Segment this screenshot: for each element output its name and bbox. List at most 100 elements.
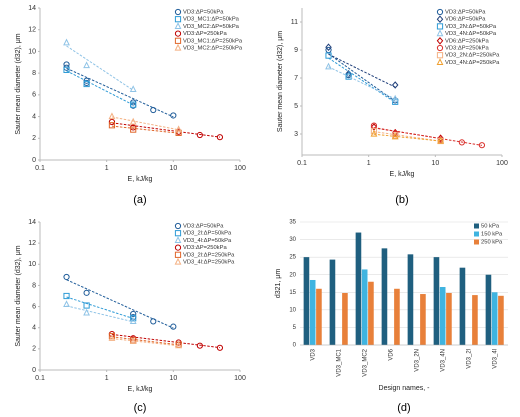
bar — [361, 269, 368, 345]
legend-marker — [436, 15, 444, 23]
marker — [437, 136, 445, 144]
marker — [63, 38, 70, 46]
marker — [175, 129, 182, 136]
y-axis-title: d321, μm — [275, 269, 282, 298]
y-tick-label: 0 — [293, 343, 297, 349]
legend-marker — [174, 222, 182, 230]
y-tick-label: 5 — [294, 103, 298, 110]
marker — [325, 43, 332, 51]
legend-label: VD3_4N:ΔP=250kPa — [445, 60, 500, 66]
trend-line — [111, 338, 179, 347]
caption: (c) — [134, 402, 147, 414]
trend-line — [66, 279, 174, 329]
marker — [108, 112, 116, 120]
x-tick-label: VD3 — [311, 348, 317, 360]
chart-panel: 0 5 10 15 20 25 30 35 VD3 VD3_MC1 VD3_MC2 VD6 VD3_2N… — [275, 220, 508, 414]
bar — [329, 259, 336, 345]
x-tick-label: 10 — [169, 165, 177, 172]
marker — [325, 52, 332, 59]
marker — [345, 73, 352, 80]
legend-label: 150 kPa — [481, 232, 503, 238]
marker — [150, 106, 157, 114]
marker — [130, 310, 137, 318]
marker — [170, 112, 177, 119]
legend-marker — [174, 8, 182, 16]
y-tick-label: 14 — [28, 5, 36, 12]
marker — [130, 126, 137, 133]
marker — [391, 94, 399, 102]
y-tick-label: 12 — [28, 27, 36, 34]
caption: (d) — [397, 402, 410, 414]
legend-label: VD3_4l:ΔP=50kPa — [183, 238, 232, 244]
trend-line — [111, 336, 179, 346]
trend-line — [328, 53, 396, 102]
bar — [491, 292, 498, 345]
legend-marker — [436, 37, 444, 45]
legend-marker — [174, 30, 182, 37]
trend-line — [66, 296, 134, 319]
y-tick-label: 20 — [289, 272, 296, 278]
legend-marker — [174, 251, 182, 258]
legend-label: VD3_MC1:ΔP=250kPa — [183, 38, 243, 44]
bar — [342, 292, 348, 345]
legend-label: VD3_2l:ΔP=50kPa — [183, 231, 232, 237]
marker — [63, 292, 70, 300]
marker — [370, 129, 378, 137]
x-axis-title: Design names, - — [379, 385, 431, 392]
x-tick-label: 1 — [105, 165, 109, 172]
marker — [108, 334, 116, 341]
trend-line — [373, 131, 441, 142]
marker — [83, 80, 90, 88]
y-tick-label: 8 — [32, 282, 36, 289]
trend-line — [66, 305, 134, 323]
marker — [83, 61, 91, 69]
x-tick-label: 0.1 — [35, 165, 45, 172]
bar — [485, 274, 492, 345]
x-tick-label: VD3_2N — [415, 349, 421, 372]
y-tick-label: 10 — [28, 48, 36, 55]
marker — [196, 131, 203, 139]
legend-marker — [436, 23, 444, 30]
legend-label: VD6:ΔP=250kPa — [445, 38, 489, 44]
marker — [392, 98, 399, 105]
bar — [459, 267, 466, 345]
x-tick-label: 100 — [234, 375, 246, 382]
legend-swatch — [474, 239, 479, 245]
y-tick-label: 2 — [32, 346, 36, 353]
caption: (a) — [133, 194, 146, 206]
x-tick-label: 10 — [431, 160, 439, 167]
x-tick-label: VD3_4l — [493, 349, 499, 369]
y-tick-label: 0 — [32, 157, 36, 164]
x-tick-label: 100 — [496, 160, 508, 167]
trend-line — [66, 67, 174, 118]
y-axis-title: Sauter mean diameter (d32), μm — [277, 31, 284, 132]
legend-label: VD6:ΔP=50kPa — [445, 17, 486, 23]
legend-marker — [174, 244, 182, 251]
legend-label: VD3:ΔP=250kPa — [445, 46, 489, 52]
legend-label: VD3:ΔP=50kPa — [445, 10, 486, 16]
x-tick-label: 100 — [234, 165, 246, 172]
trend-line — [111, 125, 179, 134]
legend-label: VD3_MC2:ΔP=50kPa — [183, 24, 240, 30]
y-tick-label: 30 — [289, 237, 296, 243]
y-axis-title: Sauter mean diameter (d32), μm — [15, 245, 22, 346]
legend-label: 250 kPa — [481, 240, 503, 246]
marker — [129, 317, 137, 324]
marker — [63, 66, 70, 73]
y-tick-label: 10 — [289, 307, 296, 313]
legend-label: VD3_4l:ΔP=250kPa — [183, 260, 235, 266]
trend-line — [328, 66, 396, 100]
legend-label: VD3_2l:ΔP=250kPa — [183, 252, 235, 258]
y-tick-label: 7 — [294, 75, 298, 82]
marker — [478, 142, 486, 149]
x-tick-label: VD3_MC2 — [363, 348, 369, 376]
legend-swatch — [474, 231, 479, 237]
trend-line — [111, 122, 220, 138]
legend-marker — [174, 16, 182, 23]
y-tick-label: 14 — [28, 219, 36, 226]
legend-swatch — [474, 223, 479, 229]
legend-label: VD3_2N:ΔP=50kPa — [445, 24, 497, 30]
